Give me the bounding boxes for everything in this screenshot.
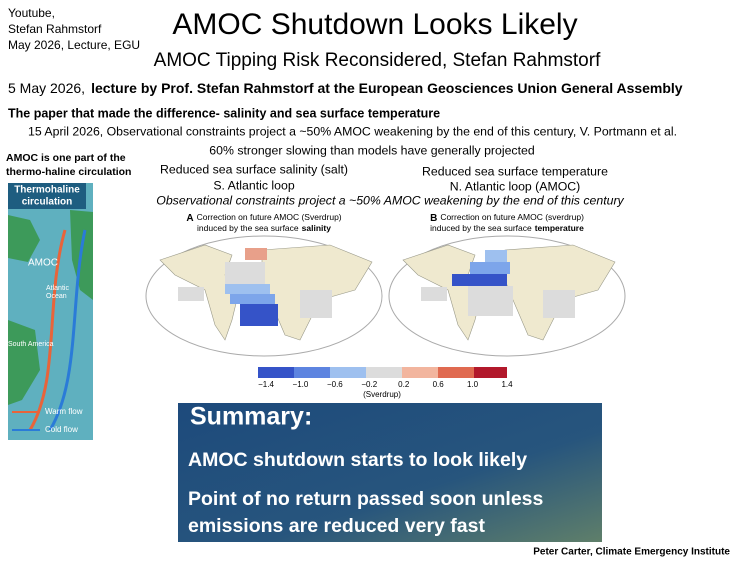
sidebar-note: thermo-haline circulation bbox=[6, 166, 131, 178]
color-step bbox=[294, 367, 330, 378]
panel-title: Thermohaline bbox=[14, 185, 80, 196]
colorbar-tick: −0.6 bbox=[327, 380, 343, 389]
panel-emphasis: temperature bbox=[535, 223, 584, 233]
cell bbox=[452, 274, 507, 286]
summary-bg bbox=[178, 403, 602, 542]
panel-line: Correction on future AMOC (sverdrup) bbox=[440, 212, 584, 222]
land bbox=[402, 244, 482, 341]
panel-emphasis: salinity bbox=[302, 223, 332, 233]
color-step bbox=[402, 367, 438, 378]
warm-label: Warm flow bbox=[45, 407, 83, 416]
panel-title: circulation bbox=[22, 197, 73, 208]
lecture-text: lecture by Prof. Stefan Rahmstorf at the… bbox=[91, 80, 683, 96]
source: May 2026, Lecture, EGU bbox=[8, 38, 140, 52]
color-step bbox=[258, 367, 294, 378]
summary: Summary: AMOC shutdown starts to look li… bbox=[178, 403, 602, 542]
colorbar-unit: (Sverdrup) bbox=[363, 390, 401, 399]
colorbar-tick: 0.6 bbox=[433, 380, 445, 389]
summary-point: emissions are reduced very fast bbox=[188, 515, 485, 537]
color-step bbox=[330, 367, 366, 378]
paper-finding: 60% stronger slowing than models have ge… bbox=[209, 143, 535, 157]
colorbar-tick: 1.0 bbox=[467, 380, 479, 389]
colorbar-tick: −1.0 bbox=[293, 380, 309, 389]
cell bbox=[543, 290, 575, 318]
cell bbox=[470, 262, 510, 274]
cell bbox=[245, 248, 267, 260]
cell bbox=[240, 304, 278, 326]
land bbox=[159, 244, 239, 341]
circulation-panel: Thermohaline circulation AMOC Atlantic O… bbox=[8, 183, 93, 440]
colorbar bbox=[258, 367, 507, 378]
sidebar-note: AMOC is one part of the bbox=[6, 152, 126, 164]
cell bbox=[225, 284, 270, 294]
title: AMOC Shutdown Looks Likely bbox=[172, 8, 577, 41]
summary-point: Point of no return passed soon unless bbox=[188, 488, 544, 510]
right-heading: Reduced sea surface temperature bbox=[422, 164, 608, 178]
panel-caption: A Correction on future AMOC (Sverdrup) bbox=[186, 212, 341, 223]
panel-letter: A bbox=[186, 213, 193, 224]
continent-label: South America bbox=[8, 341, 54, 348]
cell bbox=[225, 262, 265, 284]
right-heading: N. Atlantic loop (AMOC) bbox=[450, 179, 581, 193]
lecture: 5 May 2026, lecture by Prof. Stefan Rahms… bbox=[8, 80, 683, 96]
source: Stefan Rahmstorf bbox=[8, 22, 102, 36]
panel-line: Correction on future AMOC (Sverdrup) bbox=[197, 212, 342, 222]
cell bbox=[421, 287, 447, 301]
color-step bbox=[438, 367, 474, 378]
summary-heading: Summary: bbox=[190, 403, 312, 431]
colorbar-tick: −0.2 bbox=[361, 380, 377, 389]
color-step bbox=[474, 367, 507, 378]
panel-title-bg bbox=[8, 183, 86, 209]
summary-point: AMOC shutdown starts to look likely bbox=[188, 449, 527, 471]
ocean-label: Atlantic bbox=[46, 285, 69, 292]
cell bbox=[178, 287, 204, 301]
map-a bbox=[145, 235, 383, 357]
cold-flow bbox=[48, 229, 87, 431]
cell bbox=[230, 294, 275, 304]
color-step bbox=[366, 367, 402, 378]
colorbar-tick: 1.4 bbox=[501, 380, 513, 389]
warm-flow bbox=[28, 229, 67, 431]
paper-citation: 15 April 2026, Observational constraints… bbox=[28, 124, 677, 138]
cell bbox=[485, 250, 507, 262]
paper-heading: The paper that made the difference- sali… bbox=[8, 106, 440, 120]
panel-caption: B Correction on future AMOC (sverdrup) bbox=[430, 212, 584, 223]
panel-letter: B bbox=[430, 213, 437, 224]
credit: Peter Carter, Climate Emergency Institut… bbox=[533, 547, 730, 558]
lecture-date: 5 May 2026, bbox=[8, 80, 85, 96]
cell bbox=[468, 286, 513, 316]
colorbar-tick: −1.4 bbox=[258, 380, 274, 389]
land bbox=[8, 215, 40, 262]
subtitle: AMOC Tipping Risk Reconsidered, Stefan R… bbox=[154, 50, 601, 71]
amoc-label: AMOC bbox=[28, 258, 58, 269]
panel-caption: induced by the sea surface salinity bbox=[197, 223, 331, 233]
colorbar-tick: 0.2 bbox=[398, 380, 410, 389]
source: Youtube, bbox=[8, 6, 55, 20]
panel-line: induced by the sea surface bbox=[430, 223, 532, 233]
figure-caption: Observational constraints project a ~50%… bbox=[156, 193, 624, 207]
left-heading: S. Atlantic loop bbox=[213, 178, 295, 192]
ocean-label: Ocean bbox=[46, 293, 67, 300]
panel-line: induced by the sea surface bbox=[197, 223, 299, 233]
left-heading: Reduced sea surface salinity (salt) bbox=[160, 162, 348, 176]
cold-label: Cold flow bbox=[45, 425, 78, 434]
cell bbox=[300, 290, 332, 318]
panel-caption: induced by the sea surface temperature bbox=[430, 223, 584, 233]
map-b bbox=[388, 235, 626, 357]
land bbox=[8, 320, 40, 405]
